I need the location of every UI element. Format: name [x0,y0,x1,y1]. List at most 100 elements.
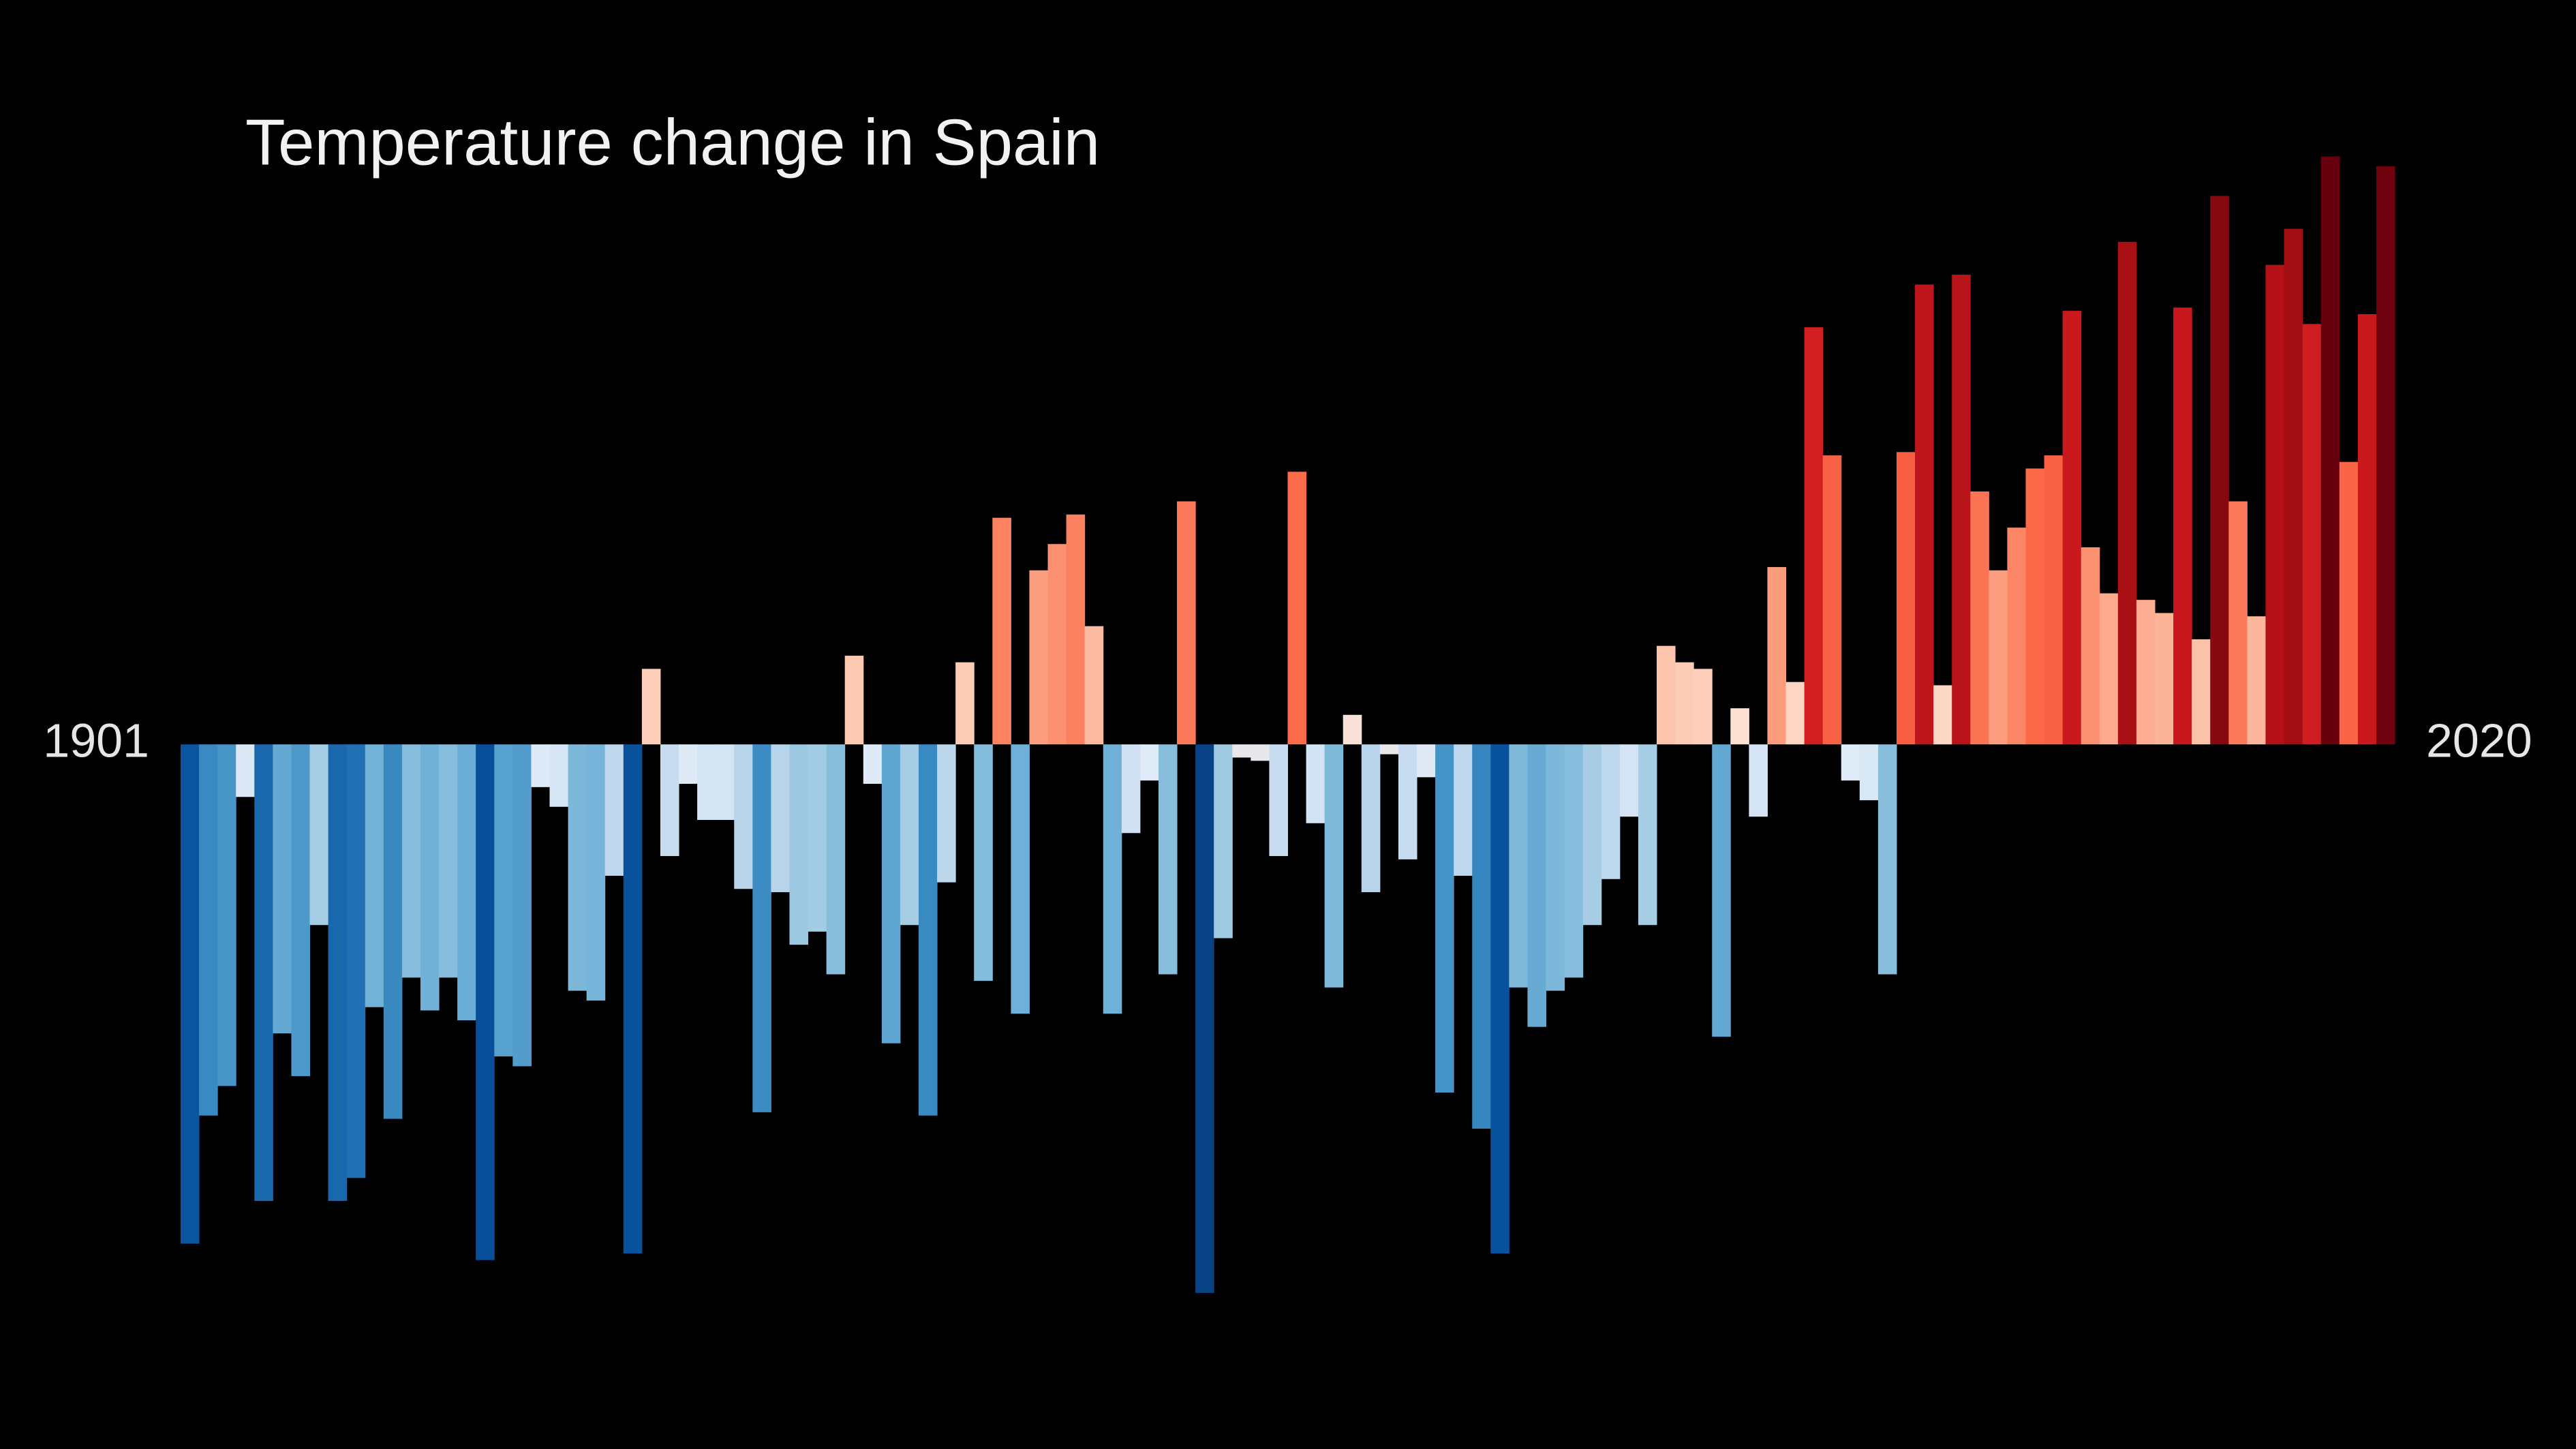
bar [1675,662,1694,745]
bar [401,744,421,978]
bar [1712,744,1731,1037]
bar [1693,669,1713,745]
bar [641,669,661,745]
bar [1398,744,1417,859]
bar [752,744,771,1112]
bar [2247,616,2266,745]
bar [623,744,643,1254]
bar [2320,156,2340,745]
bar [2339,461,2359,745]
bar [2117,241,2137,745]
bar [2173,307,2192,745]
bar [1601,744,1621,879]
bar [1066,514,1086,745]
bar [1804,327,1824,745]
bar [826,744,846,975]
bar [346,744,366,1178]
bar [1454,744,1473,876]
bar [328,744,348,1202]
bar [2025,468,2045,745]
bar [1564,744,1584,978]
bar [2136,600,2156,745]
bar [1435,744,1454,1093]
bar [309,744,329,926]
bar [476,744,495,1260]
bar [1251,744,1270,761]
bar [236,744,255,797]
bar [1915,284,1934,745]
bar [2357,314,2377,745]
bar [1324,744,1344,988]
bar [863,744,883,784]
bar [1749,744,1768,817]
bar [1361,744,1381,893]
bar [2284,228,2303,745]
bar [420,744,440,1011]
bar [1509,744,1528,988]
bar [1103,744,1122,1014]
bar [1379,744,1399,754]
bar [1877,744,1897,975]
bar [1859,744,1879,801]
bar [1989,570,2008,745]
bar [679,744,698,784]
bar [1472,744,1491,1129]
bar [1546,744,1565,991]
bar [900,744,919,926]
bar [549,744,569,807]
bar [1214,744,1233,939]
bar [181,744,200,1244]
bar [2302,324,2322,745]
bar [808,744,827,932]
bar [217,744,236,1086]
bar [1177,501,1196,745]
bar [1638,744,1657,926]
bar [919,744,938,1116]
bar [2007,528,2026,745]
bar [1011,744,1030,1014]
bar [1933,685,1952,745]
bar [1084,626,1104,745]
bar [716,744,735,821]
bar [494,744,513,1056]
bar [1121,744,1141,834]
bar [1287,472,1307,745]
bar [1343,714,1362,745]
bar [604,744,624,876]
bar [383,744,403,1119]
bar [1195,744,1214,1293]
bar [2376,166,2395,745]
bar [1047,544,1067,745]
bar [291,744,311,1076]
bar [1527,744,1547,1027]
bar [660,744,679,857]
bar [1822,455,1842,745]
bar [1269,744,1288,857]
bar [586,744,606,1001]
bar [1841,744,1860,781]
bar [937,744,956,883]
bar [1232,744,1251,758]
bar [2099,593,2119,745]
bar [771,744,790,893]
bar [199,744,218,1116]
bar [881,744,901,1043]
bar [1158,744,1178,975]
bar [254,744,273,1202]
bar [1029,570,1049,745]
x-tick-label: 1901 [43,714,149,767]
bar [2062,311,2082,745]
bar [1582,744,1602,926]
bar [697,744,716,821]
bar [531,744,550,787]
bar [1896,452,1916,745]
bar [1952,275,1971,745]
bar [1417,744,1436,778]
bar [2210,196,2229,745]
bar [1139,744,1159,781]
bar [955,662,975,745]
bar [1970,491,1989,745]
bar [512,744,532,1067]
bar [992,517,1011,745]
